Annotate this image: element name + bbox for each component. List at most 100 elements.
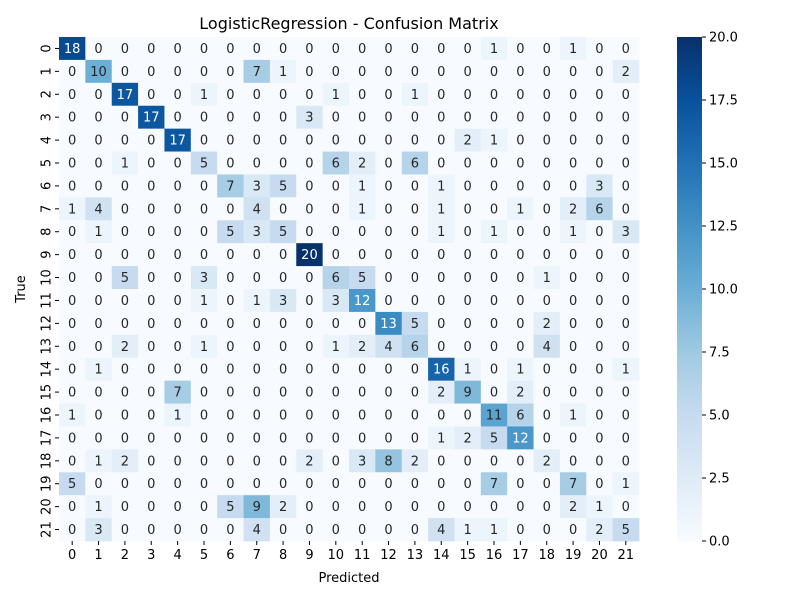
cell-value-label: 0 [305, 431, 313, 446]
heatmap-cell [85, 82, 113, 107]
cell-value-label: 6 [332, 157, 340, 172]
cell-value-label: 0 [543, 500, 551, 515]
colorbar-tick-label: 15.0 [709, 157, 738, 172]
heatmap-cell [138, 289, 165, 313]
heatmap-cell [612, 243, 640, 267]
cell-value-label: 1 [569, 409, 577, 424]
cell-value-label: 0 [200, 317, 208, 332]
x-tick-label: 9 [305, 548, 313, 563]
heatmap-cell [322, 426, 350, 450]
cell-value-label: 0 [543, 202, 551, 217]
cell-value-label: 0 [94, 340, 102, 355]
heatmap-cell [85, 37, 113, 61]
cell-value-label: 0 [173, 271, 181, 286]
cell-value-label: 0 [463, 317, 471, 332]
cell-value-label: 0 [411, 179, 419, 194]
cell-value-label: 0 [200, 42, 208, 57]
cell-value-label: 0 [543, 409, 551, 424]
heatmap-cell [428, 266, 455, 290]
cell-value-label: 0 [147, 500, 155, 515]
cell-value-label: 0 [516, 248, 524, 263]
heatmap-cell [217, 243, 244, 267]
cell-value-label: 0 [332, 409, 340, 424]
cell-value-label: 0 [121, 179, 129, 194]
heatmap-cell [586, 357, 614, 382]
heatmap-cell [480, 174, 508, 198]
heatmap-cell [138, 495, 165, 519]
y-tick-label: 12 [40, 315, 55, 332]
cell-value-label: 0 [253, 134, 261, 149]
cell-value-label: 0 [121, 500, 129, 515]
x-tick-label: 5 [200, 548, 208, 563]
cell-value-label: 2 [463, 431, 471, 446]
heatmap-cell [349, 197, 376, 221]
heatmap-cell [375, 357, 403, 382]
heatmap-cell [59, 174, 86, 198]
cell-value-label: 0 [68, 134, 76, 149]
heatmap-cell [164, 472, 192, 496]
cell-value-label: 0 [121, 65, 129, 80]
heatmap-cell [190, 426, 218, 450]
heatmap-cell [375, 472, 403, 496]
heatmap-cell [507, 357, 534, 382]
cell-value-label: 0 [173, 111, 181, 126]
cell-value-label: 0 [68, 454, 76, 469]
heatmap-cell [454, 495, 482, 519]
heatmap-cell [454, 82, 482, 107]
cell-value-label: 3 [253, 225, 261, 240]
heatmap-cell [428, 449, 455, 473]
y-tick-label: 11 [40, 292, 55, 309]
cell-value-label: 2 [622, 65, 630, 80]
heatmap-cell [428, 426, 455, 450]
cell-value-label: 8 [384, 454, 392, 469]
heatmap-cell [138, 357, 165, 382]
heatmap-cell [507, 449, 534, 473]
cell-value-label: 0 [226, 431, 234, 446]
cell-value-label: 0 [543, 157, 551, 172]
cell-value-label: 3 [279, 294, 287, 309]
cell-value-label: 0 [226, 386, 234, 401]
cell-value-label: 0 [437, 477, 445, 492]
cell-value-label: 0 [490, 271, 498, 286]
heatmap-cell [217, 403, 244, 427]
cell-value-label: 0 [147, 202, 155, 217]
y-tick-label: 1 [40, 67, 55, 75]
heatmap-cell [190, 220, 218, 244]
heatmap-cell [296, 357, 324, 382]
heatmap-cell [322, 266, 350, 290]
heatmap-cell [111, 403, 139, 427]
cell-value-label: 0 [411, 248, 419, 263]
cell-value-label: 0 [68, 271, 76, 286]
heatmap-cell [138, 59, 165, 84]
heatmap-cell [138, 197, 165, 221]
heatmap-cell [138, 334, 165, 359]
heatmap-cell [217, 289, 244, 313]
heatmap-cell [428, 403, 455, 427]
cell-value-label: 9 [463, 386, 471, 401]
cell-value-label: 0 [516, 454, 524, 469]
heatmap-cell [559, 289, 587, 313]
heatmap-cell [111, 220, 139, 244]
heatmap-cell [164, 289, 192, 313]
heatmap-cell [85, 174, 113, 198]
heatmap-cell [190, 151, 218, 175]
cell-value-label: 0 [516, 42, 524, 57]
cell-value-label: 0 [305, 340, 313, 355]
heatmap-cell [533, 357, 561, 382]
heatmap-cell [533, 220, 561, 244]
cell-value-label: 0 [94, 111, 102, 126]
cell-value-label: 1 [437, 431, 445, 446]
cell-value-label: 0 [253, 431, 261, 446]
heatmap-cell [375, 266, 403, 290]
heatmap-cell [480, 197, 508, 221]
x-tick-label: 7 [253, 548, 261, 563]
cell-value-label: 0 [384, 248, 392, 263]
heatmap-cell [349, 220, 376, 244]
heatmap-cell [322, 472, 350, 496]
cell-value-label: 5 [279, 179, 287, 194]
colorbar-tick-label: 0.0 [709, 535, 730, 550]
cell-value-label: 0 [358, 111, 366, 126]
cell-value-label: 0 [411, 134, 419, 149]
cell-value-label: 0 [305, 65, 313, 80]
heatmap-cell [480, 266, 508, 290]
